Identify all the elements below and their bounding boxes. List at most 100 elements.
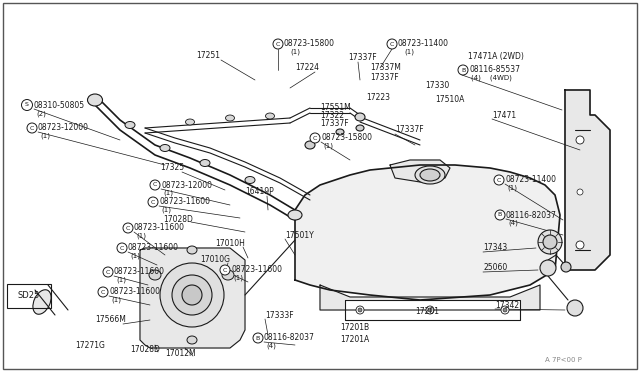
Ellipse shape xyxy=(200,160,210,167)
Text: (1): (1) xyxy=(111,297,121,303)
Circle shape xyxy=(220,265,230,275)
Text: 08116-82037: 08116-82037 xyxy=(264,334,315,343)
Circle shape xyxy=(98,287,108,297)
Circle shape xyxy=(356,306,364,314)
Text: 25060: 25060 xyxy=(483,263,508,273)
Text: 17224: 17224 xyxy=(295,64,319,73)
Circle shape xyxy=(253,333,263,343)
Circle shape xyxy=(103,267,113,277)
Ellipse shape xyxy=(186,119,195,125)
Circle shape xyxy=(561,262,571,272)
Circle shape xyxy=(273,39,283,49)
Ellipse shape xyxy=(187,336,197,344)
Ellipse shape xyxy=(88,94,102,106)
Ellipse shape xyxy=(125,122,135,128)
Text: 08310-50805: 08310-50805 xyxy=(34,100,85,109)
Text: 17510A: 17510A xyxy=(435,96,465,105)
Ellipse shape xyxy=(266,113,275,119)
Text: C: C xyxy=(126,225,130,231)
Text: 17010H: 17010H xyxy=(215,238,245,247)
Text: 17471A (2WD): 17471A (2WD) xyxy=(468,51,524,61)
Text: 08723-15800: 08723-15800 xyxy=(321,134,372,142)
Text: C: C xyxy=(276,42,280,46)
Text: 08723-11400: 08723-11400 xyxy=(505,176,556,185)
Circle shape xyxy=(117,243,127,253)
Ellipse shape xyxy=(355,113,365,121)
Text: (1): (1) xyxy=(404,49,414,55)
Text: 17471: 17471 xyxy=(492,110,516,119)
Circle shape xyxy=(501,306,509,314)
Text: (4): (4) xyxy=(266,343,276,349)
Circle shape xyxy=(387,39,397,49)
Text: (1): (1) xyxy=(290,49,300,55)
Text: S: S xyxy=(25,103,29,108)
Ellipse shape xyxy=(149,270,161,280)
Text: 17201B: 17201B xyxy=(340,324,369,333)
Circle shape xyxy=(172,275,212,315)
Text: C: C xyxy=(497,177,501,183)
Text: A 7P<00 P: A 7P<00 P xyxy=(545,357,582,363)
Ellipse shape xyxy=(225,115,234,121)
Polygon shape xyxy=(295,165,560,300)
Circle shape xyxy=(358,308,362,312)
Circle shape xyxy=(150,180,160,190)
Circle shape xyxy=(538,230,562,254)
Text: C: C xyxy=(101,289,105,295)
Text: B: B xyxy=(498,212,502,218)
Text: C: C xyxy=(153,183,157,187)
Circle shape xyxy=(503,308,507,312)
Text: 17342: 17342 xyxy=(495,301,519,310)
Text: 17501Y: 17501Y xyxy=(285,231,314,240)
Circle shape xyxy=(577,189,583,195)
Text: 17010G: 17010G xyxy=(200,256,230,264)
Text: 08723-11600: 08723-11600 xyxy=(128,244,179,253)
Ellipse shape xyxy=(187,246,197,254)
Text: (1): (1) xyxy=(233,275,243,281)
Text: (1): (1) xyxy=(136,233,146,239)
Circle shape xyxy=(495,210,505,220)
Text: B: B xyxy=(461,67,465,73)
Text: 17343: 17343 xyxy=(483,244,508,253)
Text: 17337F: 17337F xyxy=(370,74,399,83)
Text: C: C xyxy=(30,125,34,131)
Polygon shape xyxy=(390,160,450,182)
Text: (1): (1) xyxy=(130,253,140,259)
Text: 17012M: 17012M xyxy=(165,350,196,359)
Ellipse shape xyxy=(222,270,234,280)
Text: (4)    (4WD): (4) (4WD) xyxy=(471,75,512,81)
Text: C: C xyxy=(106,269,110,275)
Text: C: C xyxy=(313,135,317,141)
Circle shape xyxy=(160,263,224,327)
Text: 17325: 17325 xyxy=(160,164,184,173)
Text: 17566M: 17566M xyxy=(95,315,126,324)
Circle shape xyxy=(543,235,557,249)
Ellipse shape xyxy=(356,125,364,131)
Text: 17271G: 17271G xyxy=(75,340,105,350)
Text: 17251: 17251 xyxy=(196,51,220,61)
Text: 08723-11600: 08723-11600 xyxy=(109,288,160,296)
Ellipse shape xyxy=(160,144,170,151)
Circle shape xyxy=(494,175,504,185)
Text: (1): (1) xyxy=(116,277,126,283)
Text: B: B xyxy=(256,336,260,340)
Text: C: C xyxy=(120,246,124,250)
Text: (1): (1) xyxy=(163,190,173,196)
Circle shape xyxy=(576,241,584,249)
Text: 08723-11400: 08723-11400 xyxy=(398,39,449,48)
Text: 17028D: 17028D xyxy=(163,215,193,224)
Circle shape xyxy=(27,123,37,133)
Text: 17551M: 17551M xyxy=(320,103,351,112)
Text: 17201A: 17201A xyxy=(340,336,369,344)
Circle shape xyxy=(428,308,432,312)
Text: (1): (1) xyxy=(161,207,171,213)
Circle shape xyxy=(22,99,33,110)
Polygon shape xyxy=(140,248,245,348)
Text: 08723-11600: 08723-11600 xyxy=(114,267,165,276)
Text: 17330: 17330 xyxy=(425,80,449,90)
Text: 17333F: 17333F xyxy=(265,311,294,320)
Text: 17337M: 17337M xyxy=(370,64,401,73)
Text: 08723-15800: 08723-15800 xyxy=(284,39,335,48)
Text: 08723-12000: 08723-12000 xyxy=(38,124,89,132)
Text: 08116-85537: 08116-85537 xyxy=(469,65,520,74)
Ellipse shape xyxy=(415,166,445,184)
